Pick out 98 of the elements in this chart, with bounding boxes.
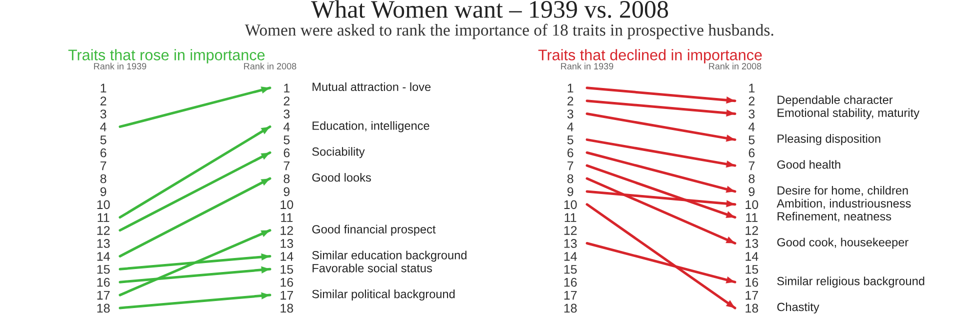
y-tick-label: 10 [564,200,577,210]
text: Sociability [312,147,365,158]
y-tick-label: 6 [100,148,106,158]
text: Refinement, neatness [778,212,892,222]
text: Emotional stability, maturity [778,108,920,120]
y2-tick-label: 8 [748,174,755,184]
y2-tick-label: 17 [746,290,758,300]
chart-title: Traits that rose in importance [68,49,265,64]
y-tick-label: 18 [97,304,110,313]
chart-title: Traits that declined in importance [538,49,762,64]
y-tick-label: 9 [100,187,106,196]
y2-tick-label: 5 [748,136,755,144]
y2-tick-label: 16 [280,278,294,287]
y2-tick-label: 15 [280,265,294,274]
text: Dependable character [778,95,893,106]
y-tick-label: 14 [97,252,110,261]
y-tick-label: 12 [97,226,110,235]
y2-tick-label: 15 [746,265,758,274]
y-tick-label: 5 [100,136,106,144]
y2-tick-label: 3 [748,110,755,118]
text: Good looks [312,173,371,182]
y-tick-label: 13 [97,239,110,248]
y2-tick-label: 7 [748,162,755,170]
y2-tick-label: 2 [748,96,755,106]
y2-tick-label: 1 [749,84,755,92]
y2-tick-label: 11 [746,213,758,222]
y2-tick-label: 9 [284,187,290,196]
y2-tick-label: 6 [284,148,290,158]
y-tick-label: 2 [100,96,106,106]
y-tick-label: 13 [564,239,577,248]
y-tick-label: 16 [97,278,110,287]
y2-tick-label: 13 [746,239,758,248]
y-tick-label: 16 [564,278,577,287]
y-tick-label: 2 [567,96,574,106]
y-tick-label: 8 [567,174,574,184]
y-tick-label: 12 [564,226,577,235]
text: What Women want – 1939 vs. 2008 [311,0,668,18]
y-tick-label: 11 [98,213,110,222]
y-tick-label: 4 [567,122,574,132]
text: Good cook, housekeeper [777,238,908,249]
text: Good financial prospect [312,224,436,236]
y-tick-label: 9 [567,187,574,196]
y2-tick-label: 13 [280,239,294,248]
y2-tick-label: 16 [746,278,758,287]
y2-tick-label: 1 [284,84,290,92]
y-tick-label: 17 [97,290,110,300]
text: Similar religious background [777,276,924,288]
y-tick-label: 14 [564,252,577,261]
y2-tick-label: 9 [748,187,755,196]
y2-tick-label: 2 [284,96,290,106]
y2-tick-label: 7 [284,162,290,170]
y2-tick-label: 10 [746,200,758,210]
y-tick-label: 6 [567,148,574,158]
text: Chastity [777,302,820,314]
y-tick-label: 10 [97,200,110,210]
text: Mutual attraction - love [312,82,431,92]
y2-tick-label: 14 [746,252,758,261]
y-tick-label: 1 [100,84,106,92]
text: Desire for home, children [778,186,908,196]
text: Similar education background [312,250,466,262]
text: Favorable social status [312,264,432,272]
y-tick-label: 7 [568,162,574,170]
y2-tick-label: 6 [748,148,755,158]
text: Education, intelligence [312,121,430,132]
text: Pleasing disposition [778,134,880,146]
x-tick-label: Rank in 2008 [709,62,762,70]
y-tick-label: 11 [564,213,576,222]
y-tick-label: 4 [100,122,106,132]
text: Similar political background [312,290,455,301]
y2-tick-label: 4 [748,122,755,132]
text: Good health [777,160,840,169]
y-tick-label: 1 [568,84,574,92]
y-tick-label: 7 [100,162,106,170]
y2-tick-label: 12 [280,226,293,235]
y2-tick-label: 11 [281,213,293,222]
text: Ambition, industriousness [776,198,911,209]
y-tick-label: 15 [97,265,110,274]
y-tick-label: 18 [564,304,577,313]
y-tick-label: 3 [100,110,106,118]
y-tick-label: 8 [100,174,106,184]
x-tick-label: Rank in 2008 [244,62,296,70]
y2-tick-label: 17 [280,290,293,300]
y-tick-label: 3 [567,110,574,118]
y2-tick-label: 5 [284,136,290,144]
y2-tick-label: 8 [284,174,290,184]
y2-tick-label: 3 [284,110,290,118]
y2-tick-label: 10 [280,200,294,210]
y2-tick-label: 14 [280,252,294,261]
y-tick-label: 5 [567,136,574,144]
y2-tick-label: 4 [283,122,290,132]
x-tick-label: Rank in 1939 [561,62,614,70]
y-tick-label: 15 [564,265,577,274]
x-tick-label: Rank in 1939 [94,62,146,70]
y2-tick-label: 18 [746,304,758,313]
y-tick-label: 17 [564,290,577,300]
y2-tick-label: 18 [280,304,294,313]
text: Women were asked to rank the importance of 18 traits in prospective husbands. [244,24,774,40]
y2-tick-label: 12 [746,226,758,235]
